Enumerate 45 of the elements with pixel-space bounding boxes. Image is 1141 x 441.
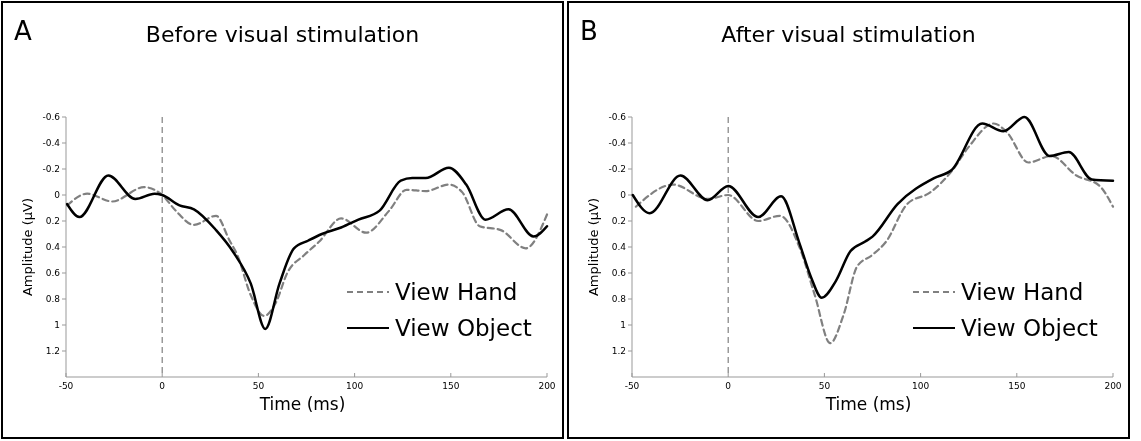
legend-label: View Hand <box>961 279 1084 305</box>
legend-label: View Hand <box>395 279 518 305</box>
y-tick-label: 0.4 <box>45 242 61 252</box>
x-tick-label: 0 <box>159 381 166 391</box>
y-tick-label: 0.6 <box>611 268 627 278</box>
x-tick-label: 50 <box>252 381 265 391</box>
y-tick-label: -0.4 <box>42 138 61 148</box>
y-tick-label: 0 <box>54 190 61 200</box>
y-tick-label: -0.6 <box>608 112 627 122</box>
y-tick-label: 0 <box>620 190 627 200</box>
x-tick-label: -50 <box>58 381 74 391</box>
x-tick-label: 200 <box>1104 381 1122 391</box>
y-tick-label: -0.4 <box>608 138 627 148</box>
x-tick-label: 150 <box>442 381 460 391</box>
y-tick-label: 1.2 <box>611 346 626 356</box>
y-tick-label: 0.8 <box>45 294 61 304</box>
y-tick-label: 0.4 <box>611 242 627 252</box>
x-tick-label: 150 <box>1008 381 1026 391</box>
chart-title: After visual stimulation <box>721 22 976 47</box>
x-tick-label: 100 <box>346 381 364 391</box>
y-tick-label: 0.2 <box>45 216 60 226</box>
x-tick-label: 0 <box>725 381 732 391</box>
text: A <box>14 16 32 46</box>
chart-title: Before visual stimulation <box>145 22 420 47</box>
y-tick-label: 0.6 <box>45 268 61 278</box>
text: B <box>580 16 598 46</box>
x-axis-title: Time (ms) <box>258 394 346 414</box>
y-tick-label: 1.2 <box>45 346 60 356</box>
y-tick-label: -0.6 <box>42 112 61 122</box>
y-tick-label: 0.8 <box>611 294 627 304</box>
x-tick-label: 50 <box>818 381 831 391</box>
y-axis-title: Amplitude (µV) <box>586 197 601 297</box>
line-series <box>631 115 1115 299</box>
y-tick-label: -0.2 <box>608 164 626 174</box>
y-tick-label: 1 <box>54 320 60 330</box>
y-tick-label: 0.2 <box>611 216 626 226</box>
y-axis-title: Amplitude (µV) <box>20 197 35 297</box>
legend-label: View Object <box>395 315 532 341</box>
x-tick-label: -50 <box>624 381 640 391</box>
y-tick-label: 1 <box>620 320 626 330</box>
x-axis-title: Time (ms) <box>824 394 912 414</box>
y-tick-label: -0.2 <box>42 164 60 174</box>
x-tick-label: 200 <box>538 381 556 391</box>
x-tick-label: 100 <box>912 381 930 391</box>
legend-label: View Object <box>961 315 1098 341</box>
